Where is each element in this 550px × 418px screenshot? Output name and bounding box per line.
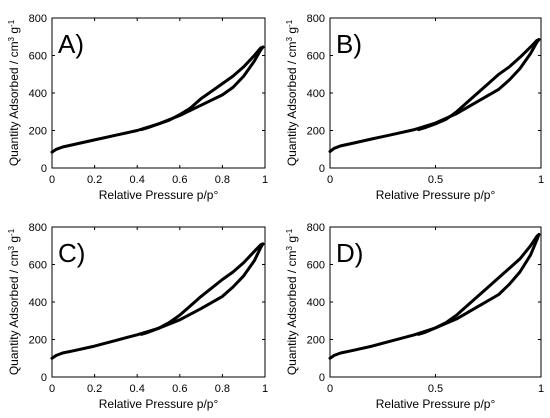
y-tick-label: 400 — [29, 88, 47, 100]
y-tick-label: 200 — [29, 335, 47, 347]
y-tick-label: 200 — [307, 335, 325, 347]
x-tick-label: 0.4 — [130, 174, 145, 186]
y-axis-title-sup: -1 — [7, 228, 16, 236]
y-axis-title-part: g — [7, 27, 21, 37]
panel-label: B) — [336, 29, 362, 59]
y-axis-title-sup: -1 — [7, 19, 16, 27]
x-tick-label: 0.2 — [87, 383, 102, 395]
y-axis-title-sup: 3 — [285, 245, 294, 250]
x-tick-label: 0.4 — [130, 383, 145, 395]
y-axis-title: Quantity Adsorbed / cm3 g-1 — [285, 19, 299, 166]
y-axis-title-part: Quantity Adsorbed / cm — [7, 41, 21, 166]
panel-label: A) — [58, 29, 84, 59]
x-tick-label: 0 — [49, 383, 55, 395]
x-tick-label: 1 — [262, 383, 268, 395]
x-tick-label: 0.2 — [87, 174, 102, 186]
x-tick-label: 0.6 — [172, 383, 187, 395]
y-axis-title-sup: 3 — [285, 36, 294, 41]
panel-4: 0 0.5 1 0 200 400 600 800 Relative Pressure p/p°… — [285, 222, 544, 411]
y-axis-title-sup: 3 — [7, 245, 16, 250]
y-axis-title-part: g — [285, 27, 299, 37]
y-tick-label: 200 — [29, 126, 47, 138]
x-axis-title: Relative Pressure p/p° — [376, 397, 496, 411]
x-tick-label: 0.5 — [428, 383, 443, 395]
y-axis-title-sup: -1 — [285, 19, 294, 27]
y-tick-label: 200 — [307, 126, 325, 138]
y-tick-label: 600 — [29, 260, 47, 272]
y-axis-title: Quantity Adsorbed / cm3 g-1 — [285, 228, 299, 375]
x-tick-label: 0 — [327, 174, 333, 186]
desorption-curve — [417, 233, 541, 336]
y-tick-label: 600 — [29, 51, 47, 63]
x-tick-label: 0.8 — [215, 383, 230, 395]
panel-3: 0 0.2 0.4 0.6 0.8 1 0 200 400 600 800 Relative Pres… — [7, 222, 268, 411]
x-tick-label: 1 — [538, 174, 544, 186]
y-axis-title-part: Quantity Adsorbed / cm — [285, 250, 299, 375]
y-axis-title: Quantity Adsorbed / cm3 g-1 — [7, 228, 21, 375]
panel-label: D) — [336, 238, 363, 268]
x-tick-label: 0.8 — [215, 174, 230, 186]
y-tick-label: 800 — [307, 222, 325, 234]
x-axis-title: Relative Pressure p/p° — [99, 188, 219, 202]
x-tick-label: 0.6 — [172, 174, 187, 186]
y-axis-title-part: Quantity Adsorbed / cm — [285, 41, 299, 166]
x-tick-label: 0 — [49, 174, 55, 186]
adsorption-curve — [50, 45, 265, 154]
y-tick-label: 800 — [307, 13, 325, 25]
y-axis-title-part: g — [285, 236, 299, 246]
y-tick-label: 0 — [319, 163, 325, 175]
y-tick-label: 400 — [307, 297, 325, 309]
y-tick-label: 800 — [29, 222, 47, 234]
desorption-curve — [417, 38, 541, 132]
panel-label: C) — [58, 238, 85, 268]
desorption-curve — [140, 242, 265, 336]
x-tick-label: 1 — [262, 174, 268, 186]
y-tick-label: 400 — [29, 297, 47, 309]
panel-1: 0 0.2 0.4 0.6 0.8 1 0 200 400 600 800 Relative Pres… — [7, 13, 268, 202]
x-axis-title: Relative Pressure p/p° — [376, 188, 496, 202]
y-tick-label: 800 — [29, 13, 47, 25]
desorption-curve — [140, 45, 265, 132]
x-axis-title: Relative Pressure p/p° — [99, 397, 219, 411]
y-tick-label: 400 — [307, 88, 325, 100]
y-axis-title: Quantity Adsorbed / cm3 g-1 — [7, 19, 21, 166]
y-tick-label: 0 — [41, 372, 47, 384]
y-tick-label: 600 — [307, 260, 325, 272]
y-tick-label: 0 — [319, 372, 325, 384]
y-tick-label: 0 — [41, 163, 47, 175]
y-axis-title-sup: -1 — [285, 228, 294, 236]
x-tick-label: 0.5 — [428, 174, 443, 186]
panel-2: 0 0.5 1 0 200 400 600 800 Relative Pressure p/p°… — [285, 13, 544, 202]
y-axis-title-part: g — [7, 236, 21, 246]
y-axis-title-sup: 3 — [7, 36, 16, 41]
x-tick-label: 0 — [327, 383, 333, 395]
x-tick-label: 1 — [538, 383, 544, 395]
y-axis-title-part: Quantity Adsorbed / cm — [7, 250, 21, 375]
y-tick-label: 600 — [307, 51, 325, 63]
